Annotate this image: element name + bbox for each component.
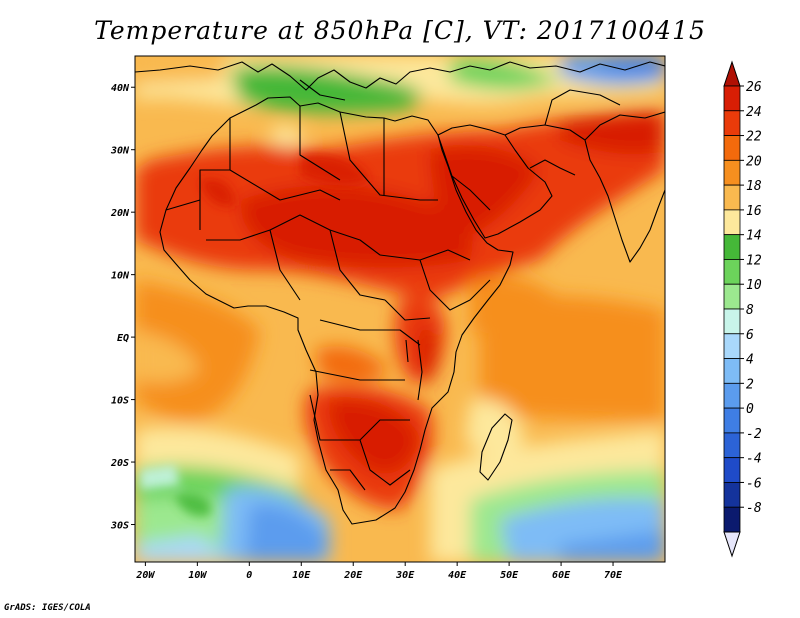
colorbar-swatch [723,432,741,459]
colorbar-label: 18 [746,179,762,194]
coastlines-borders [135,61,665,525]
colorbar-label: 22 [746,130,762,145]
colorbar-swatch [723,482,741,508]
x-tick-label: 40E [448,570,467,581]
y-axis: 40N 30N 20N 10N EQ 10S 20S 30S [110,83,135,532]
x-tick-label: 10E [292,570,311,581]
x-tick-label: 50E [500,570,519,581]
colorbar-swatch [723,457,741,483]
y-tick-label: 10S [111,396,129,407]
colorbar-label: 6 [746,328,754,343]
colorbar-label: 20 [746,154,762,169]
colorbar-swatch [723,283,741,310]
colorbar-swatch [723,234,741,260]
colorbar-swatch [723,382,741,409]
y-tick-label: 20S [110,458,129,469]
colorbar-label: 2 [746,377,754,392]
colorbar-swatch [723,308,741,335]
colorbar-min-arrow [723,531,741,558]
colorbar-label: -6 [746,476,762,491]
colorbar-swatch [723,358,741,384]
colorbar-label: 0 [746,402,754,417]
grads-credit: GrADS: IGES/COLA [4,603,91,613]
colorbar-swatch [723,506,741,533]
colorbar-label: -8 [746,501,762,516]
colorbar-label: 8 [746,303,754,318]
colorbar-max-arrow [723,60,741,87]
map-title: Temperature at 850hPa [C], VT: 201710041… [94,16,706,45]
colorbar-swatch [723,85,741,112]
x-axis: 20W 10W 0 10E 20E 30E 40E 50E 60E 70E [135,562,623,581]
colorbar-label: 12 [746,253,762,268]
colorbar-swatch [723,209,741,236]
colorbar-label: 4 [746,353,754,368]
colorbar-label: -4 [746,452,762,467]
x-tick-label: 60E [552,570,571,581]
y-tick-label: 10N [111,271,130,282]
colorbar-label: -2 [746,427,762,442]
colorbar-label: 26 [746,80,762,95]
colorbar-label: 10 [746,278,762,293]
y-tick-label: 30S [110,521,129,532]
y-tick-label: 30N [110,146,130,157]
colorbar-label: 24 [746,105,762,120]
colorbar-swatch [723,135,741,161]
colorbar-label: 16 [746,204,762,219]
colorbar-label: 14 [746,229,762,244]
x-tick-label: 70E [604,570,623,581]
colorbar-swatch [723,110,741,136]
colorbar-swatch [723,184,741,211]
x-tick-label: 0 [246,570,252,581]
y-tick-label: 40N [111,83,130,94]
colorbar-swatch [723,259,741,285]
x-tick-label: 10W [188,570,207,581]
y-tick-label: EQ [117,333,129,344]
colorbar-swatch [723,159,741,186]
map-frame [134,55,666,563]
colorbar-swatch [723,407,741,434]
x-tick-label: 30E [395,570,415,581]
temperature-field [135,56,665,562]
x-tick-label: 20W [135,570,155,581]
colorbar-swatch [723,333,741,359]
y-tick-label: 20N [110,208,130,219]
x-tick-label: 20E [343,570,363,581]
